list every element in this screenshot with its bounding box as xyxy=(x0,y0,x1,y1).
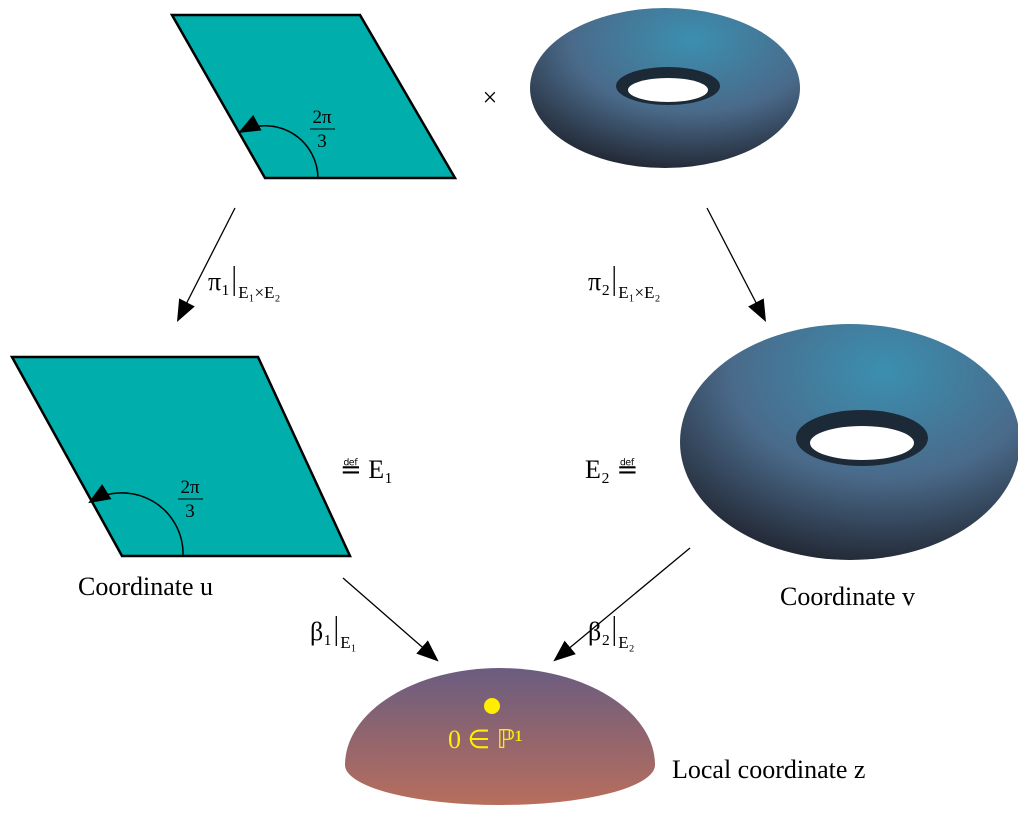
map-label: π₂ xyxy=(588,267,610,296)
angle-denominator: 3 xyxy=(185,501,195,522)
restriction: E₁ xyxy=(340,633,356,652)
torus-hole xyxy=(628,78,708,102)
restriction: E₁×E₂ xyxy=(618,283,660,302)
restriction: E₁×E₂ xyxy=(238,283,280,302)
angle-denominator: 3 xyxy=(317,131,327,152)
definition: E₂ ≝ xyxy=(585,455,638,484)
angle-arc xyxy=(88,484,184,557)
restriction: E₂ xyxy=(618,633,634,652)
torus-hole xyxy=(810,426,914,460)
arrow xyxy=(177,207,236,322)
sphere-cap xyxy=(345,668,655,805)
angle-arc xyxy=(238,114,319,179)
caption: Coordinate u xyxy=(78,572,213,601)
map-label: β₂ xyxy=(588,617,610,646)
map-label: β₁ xyxy=(310,617,332,646)
arrow xyxy=(706,207,767,322)
angle-numerator: 2π xyxy=(180,477,200,498)
arrow xyxy=(553,547,691,662)
parallelogram xyxy=(169,13,458,180)
arrow xyxy=(342,577,439,662)
point-label: 0 ∈ ℙ¹ xyxy=(448,725,523,754)
parallelogram xyxy=(9,355,352,558)
caption: Coordinate v xyxy=(780,582,915,611)
angle-numerator: 2π xyxy=(312,107,332,128)
product-sign: × xyxy=(483,83,498,112)
map-label: π₁ xyxy=(208,267,230,296)
point xyxy=(484,698,500,714)
definition: ≝ E₁ xyxy=(340,455,393,484)
caption: Local coordinate z xyxy=(672,755,865,784)
